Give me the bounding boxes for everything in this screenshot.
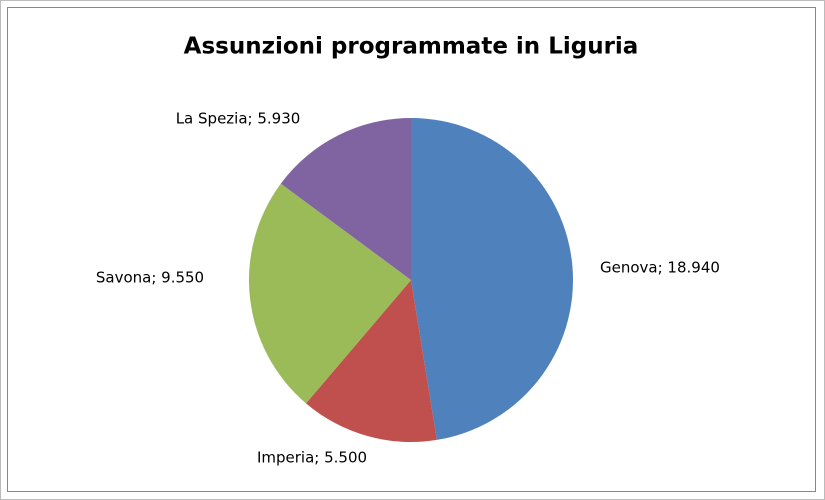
data-label: La Spezia; 5.930	[176, 110, 301, 128]
pie-slice	[411, 118, 574, 440]
pie-slice	[280, 118, 411, 280]
data-label: Imperia; 5.500	[257, 449, 367, 467]
pie-slice	[248, 183, 411, 404]
pie-slice	[306, 280, 437, 443]
data-label: Savona; 9.550	[96, 269, 204, 287]
data-label: Genova; 18.940	[600, 259, 720, 277]
chart-title: Assunzioni programmate in Liguria	[184, 34, 639, 60]
